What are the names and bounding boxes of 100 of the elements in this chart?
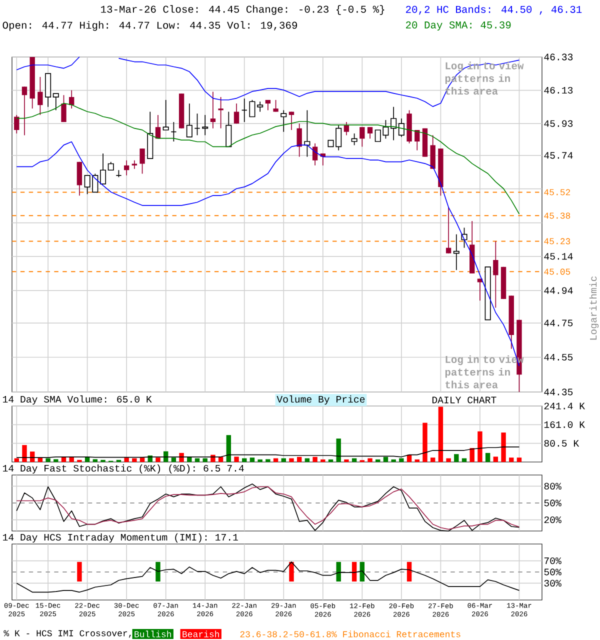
candlestick — [446, 207, 452, 254]
candlestick — [226, 111, 232, 148]
bar — [328, 459, 334, 462]
y-tick-label: 44.55 — [544, 354, 573, 361]
y-tick-label: 30% — [544, 580, 562, 587]
bar — [234, 456, 239, 462]
candlestick — [45, 73, 52, 108]
text: Volume By Price — [276, 395, 365, 405]
bar — [289, 458, 294, 462]
bar — [430, 458, 436, 462]
y-tick-label: 80.5 K — [544, 440, 580, 447]
bar — [368, 458, 372, 462]
candlestick — [249, 100, 256, 118]
bar — [478, 431, 482, 462]
y-tick-label: 44.75 — [544, 320, 573, 326]
chart-title: 14 Day Fast Stochastic (%K) (%D): 6.5 7.4 — [2, 464, 244, 474]
chart-title: 14 Day SMA Volume: 65.0 K — [2, 395, 152, 405]
candlestick — [76, 161, 82, 196]
bar — [202, 458, 208, 462]
candlestick — [351, 133, 358, 146]
candlestick — [312, 142, 318, 166]
chart-title: 14 Day HCS Intraday Momentum (IMI): 17.1 — [2, 533, 238, 543]
y-tick-label: 70% — [544, 557, 562, 564]
candlestick — [367, 126, 373, 140]
candlestick — [453, 234, 460, 270]
text: Bearish — [182, 630, 219, 638]
bar — [501, 432, 506, 462]
bar — [156, 458, 160, 462]
bar — [509, 458, 514, 462]
candlestick — [132, 160, 138, 170]
chart-subtitle: Open: 44.77 High: 44.77 Low: 44.35 Vol: 19,369 — [2, 21, 298, 31]
bar — [22, 445, 27, 462]
candlestick — [288, 111, 294, 130]
bar — [14, 458, 19, 462]
bar — [383, 456, 388, 462]
candlestick — [218, 96, 224, 129]
candlestick — [162, 100, 169, 130]
candlestick — [430, 134, 436, 170]
bar — [485, 452, 490, 462]
text: Bullish — [134, 630, 171, 638]
y-tick-label: 44.35 — [544, 388, 573, 396]
bar — [446, 458, 451, 462]
chart-title: 13-Mar-26 Close: 44.45 Change: -0.23 {-0.5 %} — [101, 5, 384, 15]
candlestick — [273, 100, 278, 112]
y-tick-label: 80% — [544, 482, 562, 490]
ref-line-label: 45.23 — [544, 238, 570, 244]
bar — [140, 458, 145, 462]
candlestick — [398, 118, 404, 138]
candlestick — [360, 126, 365, 148]
candlestick — [140, 148, 145, 174]
y-tick-label: 45.14 — [544, 253, 573, 260]
bar — [194, 458, 200, 462]
y-tick-label: 161.0 K — [544, 421, 585, 428]
candlestick — [257, 101, 264, 112]
candlestick — [155, 114, 161, 140]
bar — [344, 459, 349, 462]
y-tick-label: 20% — [544, 516, 562, 524]
bar — [187, 456, 192, 462]
bar — [399, 458, 404, 462]
y-tick-label: 45.93 — [544, 120, 573, 127]
text: 20 Day SMA: 45.39 — [406, 21, 511, 31]
bar — [242, 458, 247, 462]
y-axis-title: Logarithmic — [589, 276, 599, 340]
y-tick-label: 50% — [544, 568, 562, 576]
bar — [273, 458, 278, 462]
bar — [454, 454, 459, 462]
bar — [414, 459, 420, 462]
candlestick — [52, 93, 59, 111]
candlestick — [186, 103, 192, 138]
bar — [391, 459, 396, 462]
bar — [304, 458, 310, 462]
candlestick — [38, 76, 43, 116]
bar — [320, 459, 326, 462]
candlestick — [194, 113, 200, 136]
candlestick — [61, 94, 66, 122]
y-tick-label: 46.13 — [544, 86, 573, 94]
candlestick — [241, 98, 248, 122]
y-tick-label: 50% — [544, 500, 562, 506]
text: % K - HCS IMI Crossover, — [4, 630, 131, 638]
candlestick — [100, 153, 106, 184]
candlestick — [22, 86, 28, 136]
y-tick-label: 46.33 — [544, 54, 573, 60]
candlestick — [124, 160, 130, 176]
bar — [92, 459, 98, 462]
ref-line-label: 45.05 — [544, 268, 570, 275]
candlestick — [493, 240, 498, 308]
candlestick — [14, 114, 20, 134]
bar — [266, 459, 270, 462]
y-tick-label: 45.74 — [544, 152, 573, 159]
text: 23.6-38.2-50-61.8% Fibonacci Retracements — [240, 630, 460, 638]
y-tick-label: 44.94 — [544, 287, 573, 294]
bar — [462, 458, 467, 462]
candlestick — [390, 106, 397, 141]
bar — [352, 458, 357, 462]
candlestick — [280, 110, 287, 132]
bar — [132, 458, 137, 462]
candlestick — [234, 103, 240, 124]
bar — [516, 458, 522, 462]
candlestick — [202, 114, 208, 136]
ref-line-label: 45.38 — [544, 212, 570, 219]
